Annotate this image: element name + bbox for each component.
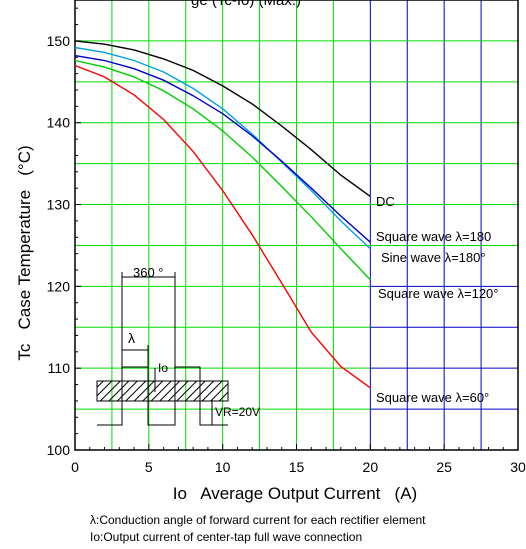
current-label: Io [158,361,168,375]
voltage-label: VR=20V [215,405,260,419]
grid [75,0,518,450]
y-tick-label: 140 [47,115,71,131]
series-line [74,46,371,250]
series-line [74,64,371,389]
axes [74,0,519,451]
conduction-label: λ [128,330,135,346]
series-labels: DC Square wave λ=180 Sine wave λ=180° Squar… [376,194,498,405]
x-tick-label: 0 [71,459,79,475]
series-label: DC [376,194,395,209]
chart-title: ge (Tc-Io) (Max.) [191,0,301,9]
x-tick-label: 15 [289,459,305,475]
y-tick-label: 110 [48,360,71,376]
y-tick-label: 150 [47,33,71,49]
y-axis-label: Tc Case Temperature (°C) [15,145,34,360]
series-label: Sine wave λ=180° [381,250,486,265]
waveform-inset: 360 ° λ Io VR=20V [96,265,260,426]
series-lines [74,40,371,389]
footnote-lambda: λ:Conduction angle of forward current fo… [90,513,426,527]
x-tick-label: 5 [145,459,153,475]
series-label: Square wave λ=120° [378,286,498,301]
hatch-band [96,380,229,402]
series-line [74,40,371,197]
waveform-line [97,366,228,426]
footnote-io: Io:Output current of center-tap full wav… [90,530,363,544]
series-label: Square wave λ=180 [376,229,491,244]
tick-labels: 0 5 10 15 20 25 30 100 110 120 130 140 150 [47,33,526,475]
y-tick-label: 120 [47,278,71,294]
y-tick-label: 100 [47,442,71,458]
series-line [74,59,371,281]
x-tick-label: 25 [436,459,452,475]
period-label: 360 ° [133,265,164,280]
x-axis-label: Io Average Output Current (A) [173,484,417,503]
y-tick-label: 130 [47,197,71,213]
series-label: Square wave λ=60° [376,390,489,405]
x-tick-label: 20 [363,459,379,475]
x-tick-label: 30 [510,459,526,475]
series-line [74,54,371,243]
x-tick-label: 10 [215,459,231,475]
